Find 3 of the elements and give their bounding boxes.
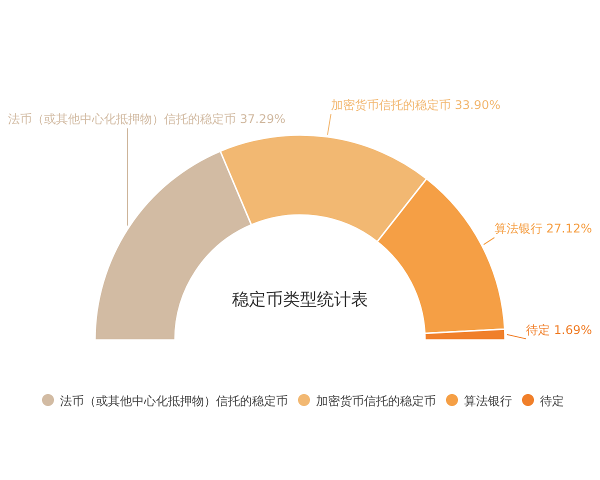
legend-label: 待定 (540, 394, 564, 408)
legend-label: 算法银行 (464, 394, 512, 408)
title: 稳定币类型统计表 (232, 290, 368, 310)
